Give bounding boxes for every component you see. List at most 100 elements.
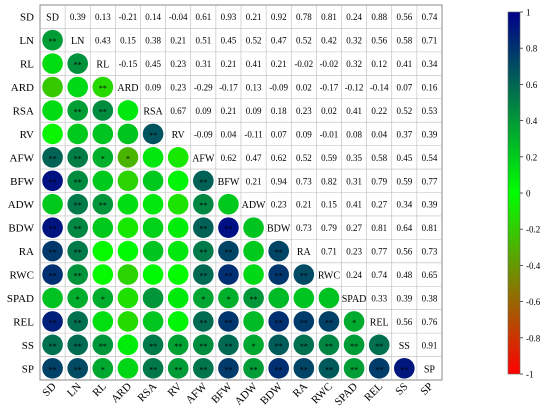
correlation-circle	[118, 241, 139, 262]
correlation-value: -0.09	[269, 83, 288, 93]
correlation-value: 0.94	[271, 176, 287, 186]
correlation-value: 0.39	[396, 293, 412, 303]
row-label: RWC	[10, 270, 34, 282]
correlation-value: -0.04	[169, 12, 188, 22]
correlation-circle	[42, 194, 63, 215]
correlation-circle	[93, 264, 114, 285]
correlation-value: 0.04	[221, 129, 237, 139]
column-label: ARD	[109, 381, 134, 406]
diagonal-label: LN	[71, 36, 84, 47]
correlation-circle	[168, 147, 189, 168]
significance-mark: **	[149, 342, 157, 351]
correlation-value: 0.76	[422, 317, 438, 327]
correlation-circle	[168, 217, 189, 238]
significance-mark: *	[126, 154, 130, 163]
column-label: SP	[418, 381, 435, 398]
significance-mark: *	[252, 342, 256, 351]
significance-mark: *	[76, 295, 80, 304]
correlation-value: 0.38	[422, 293, 438, 303]
significance-mark: **	[49, 318, 57, 327]
diagonal-label: REL	[370, 317, 389, 328]
significance-mark: **	[300, 342, 308, 351]
significance-mark: **	[49, 365, 57, 374]
correlation-value: -0.02	[320, 59, 339, 69]
significance-mark: **	[325, 318, 333, 327]
correlation-value: 0.93	[221, 12, 237, 22]
correlation-circle	[118, 124, 139, 145]
correlation-value: 0.56	[396, 12, 412, 22]
correlation-circle	[42, 53, 63, 74]
correlation-value: 0.23	[346, 247, 362, 257]
correlation-circle	[93, 241, 114, 262]
significance-mark: **	[74, 365, 82, 374]
significance-mark: **	[275, 248, 283, 257]
correlation-circle	[118, 217, 139, 238]
column-label: AFW	[184, 380, 210, 406]
diagonal-label: RL	[96, 60, 109, 71]
correlation-value: 0.48	[396, 270, 412, 280]
significance-mark: **	[199, 342, 207, 351]
correlation-value: 0.37	[396, 129, 412, 139]
correlation-value: 0.21	[246, 12, 262, 22]
correlation-value: 0.52	[296, 36, 312, 46]
correlation-value: 0.52	[396, 106, 412, 116]
correlation-value: 0.62	[221, 153, 237, 163]
correlation-circle	[243, 311, 264, 332]
legend-tick-label: 0.2	[526, 152, 537, 162]
correlation-value: 0.56	[396, 247, 412, 257]
correlation-value: 0.82	[321, 176, 337, 186]
row-label: ADW	[8, 199, 35, 211]
significance-mark: **	[74, 107, 82, 116]
significance-mark: **	[74, 154, 82, 163]
significance-mark: **	[199, 318, 207, 327]
correlation-value: -0.29	[194, 83, 213, 93]
column-label: RWC	[309, 381, 335, 407]
column-label: SD	[40, 381, 58, 399]
correlation-circle	[294, 288, 315, 309]
correlation-circle	[118, 194, 139, 215]
significance-mark: **	[325, 365, 333, 374]
correlation-value: -0.01	[320, 129, 339, 139]
column-label: LN	[65, 381, 84, 400]
correlation-circle	[67, 77, 88, 98]
correlation-value: 0.74	[422, 12, 438, 22]
significance-mark: **	[149, 365, 157, 374]
correlation-circle	[93, 217, 114, 238]
correlation-value: 0.08	[346, 129, 362, 139]
correlation-value: 0.18	[271, 106, 287, 116]
diagonal-label: BDW	[267, 224, 291, 235]
correlation-value: 0.59	[321, 153, 337, 163]
row-label: SPAD	[7, 293, 34, 305]
correlation-circle	[168, 311, 189, 332]
correlation-value: 0.13	[95, 12, 111, 22]
correlation-circle	[168, 264, 189, 285]
correlation-value: 0.56	[371, 36, 387, 46]
correlation-value: 0.51	[195, 36, 211, 46]
correlation-value: 0.39	[422, 129, 438, 139]
correlation-value: 0.21	[170, 36, 186, 46]
correlation-value: 0.41	[346, 200, 362, 210]
correlation-value: 0.47	[271, 36, 287, 46]
significance-mark: **	[49, 178, 57, 187]
significance-mark: **	[224, 248, 232, 257]
significance-mark: *	[226, 295, 230, 304]
significance-mark: *	[352, 318, 356, 327]
significance-mark: *	[101, 295, 105, 304]
significance-mark: *	[101, 365, 105, 374]
correlation-value: 0.15	[321, 200, 337, 210]
correlation-value: 0.13	[246, 83, 262, 93]
correlation-value: 0.62	[271, 153, 287, 163]
correlation-circle	[168, 288, 189, 309]
diagonal-label: BFW	[218, 177, 240, 188]
diagonal-label: RA	[297, 247, 312, 258]
significance-mark: **	[99, 342, 107, 351]
correlation-value: -0.11	[244, 129, 262, 139]
column-label: BDW	[258, 380, 285, 407]
diagonal-label: RSA	[143, 106, 163, 117]
correlation-value: 0.77	[371, 247, 387, 257]
significance-mark: *	[101, 154, 105, 163]
correlation-value: 0.58	[371, 153, 387, 163]
correlation-value: 0.21	[246, 176, 262, 186]
correlation-value: 0.21	[296, 200, 312, 210]
